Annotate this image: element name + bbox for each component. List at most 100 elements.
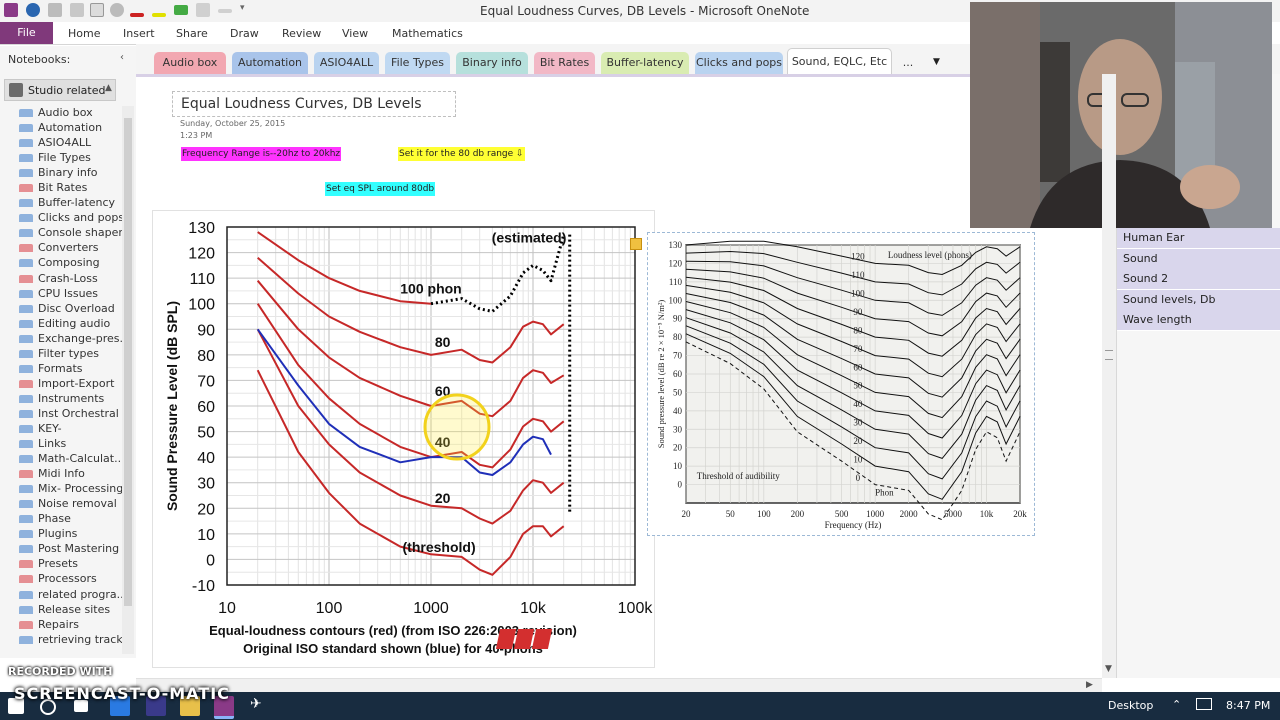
page-horizontal-scrollbar[interactable]: ▶ bbox=[136, 678, 1102, 693]
section-item[interactable]: Exchange-pres... bbox=[0, 331, 130, 346]
section-tab[interactable]: Binary info bbox=[456, 52, 528, 74]
start-icon[interactable] bbox=[8, 698, 24, 714]
tab-draw[interactable]: Draw bbox=[230, 27, 259, 40]
fletcher-munson-chart[interactable]: 130 120 110 100 90 80 70 60 50 40 30 20 10 0 20 50 100 20… bbox=[647, 232, 1035, 536]
section-item[interactable]: Repairs bbox=[0, 617, 122, 632]
section-item[interactable]: Post Mastering bbox=[0, 541, 122, 556]
chevron-up-icon[interactable]: ⌃ bbox=[1172, 698, 1182, 711]
section-item[interactable]: Presets bbox=[0, 556, 122, 571]
section-item[interactable]: Clicks and pops bbox=[0, 210, 124, 225]
section-item[interactable]: Crash-Loss bbox=[0, 271, 122, 286]
task-view-icon[interactable] bbox=[74, 700, 88, 712]
section-item[interactable]: Plugins bbox=[0, 526, 122, 541]
onenote-taskbar-icon[interactable] bbox=[214, 696, 234, 719]
section-item[interactable]: Composing bbox=[0, 255, 122, 270]
page-list-item[interactable]: Wave length bbox=[1117, 310, 1280, 332]
tab-insert[interactable]: Insert bbox=[123, 27, 155, 40]
section-item[interactable]: Audio box bbox=[0, 105, 122, 120]
section-item[interactable]: Automation bbox=[0, 120, 122, 135]
section-item[interactable]: Noise removal bbox=[0, 496, 122, 511]
section-tab[interactable]: Buffer-latency bbox=[601, 52, 689, 74]
section-tab[interactable]: Bit Rates bbox=[534, 52, 595, 74]
section-item[interactable]: File Types bbox=[0, 150, 122, 165]
section-item[interactable]: Midi Info bbox=[0, 466, 122, 481]
section-item[interactable]: Disc Overload bbox=[0, 301, 122, 316]
redo-icon[interactable] bbox=[110, 3, 124, 17]
section-item[interactable]: Editing audio bbox=[0, 316, 122, 331]
section-item[interactable]: KEY- bbox=[0, 421, 122, 436]
section-item[interactable]: Math-Calculat... bbox=[0, 451, 125, 466]
pin-icon[interactable]: ✈ bbox=[250, 696, 262, 712]
notification-icon[interactable] bbox=[1196, 698, 1212, 710]
section-item[interactable]: Inst Orchestral bbox=[0, 406, 122, 421]
back-icon[interactable] bbox=[26, 3, 40, 17]
notebook-selector[interactable]: Studio related ▲ bbox=[4, 79, 116, 101]
section-item[interactable]: Buffer-latency bbox=[0, 195, 122, 210]
note-frequency-range[interactable]: Frequency Range is--20hz to 20khz bbox=[181, 147, 342, 161]
page-list-item[interactable]: Sound 2 bbox=[1117, 269, 1280, 291]
note-80db-range[interactable]: Set it for the 80 db range ⇩ bbox=[398, 147, 525, 161]
file-explorer-icon[interactable] bbox=[180, 696, 200, 716]
scrollbar-grip-icon[interactable] bbox=[1105, 350, 1113, 360]
section-item[interactable]: Filter types bbox=[0, 346, 122, 361]
section-tab[interactable]: Clicks and pops bbox=[695, 52, 783, 74]
collapse-pane-icon[interactable]: ‹ bbox=[120, 52, 124, 63]
desktop-toolbar-label[interactable]: Desktop bbox=[1108, 699, 1154, 712]
scroll-right-icon[interactable]: ▶ bbox=[1086, 680, 1093, 690]
section-tab[interactable]: ASIO4ALL bbox=[314, 52, 379, 74]
tab-review[interactable]: Review bbox=[282, 27, 322, 40]
section-item[interactable]: Links bbox=[0, 436, 122, 451]
tab-view[interactable]: View bbox=[342, 27, 369, 40]
clock[interactable]: 8:47 PM bbox=[1226, 699, 1271, 712]
section-item[interactable]: CPU Issues bbox=[0, 286, 122, 301]
section-tab[interactable]: ... bbox=[896, 52, 920, 74]
tab-mathematics[interactable]: Mathematics bbox=[392, 27, 463, 40]
section-tab[interactable]: File Types bbox=[385, 52, 450, 74]
section-item[interactable]: Processors bbox=[0, 571, 122, 586]
section-tab[interactable]: Automation bbox=[232, 52, 308, 74]
section-item[interactable]: related progra... bbox=[0, 587, 127, 602]
tab-file[interactable]: File bbox=[0, 22, 53, 44]
page-icon[interactable] bbox=[90, 3, 104, 17]
print-icon[interactable] bbox=[196, 3, 210, 17]
section-item[interactable]: Release sites bbox=[0, 602, 122, 617]
section-item[interactable]: retrieving tracks bbox=[0, 632, 128, 647]
customize-icon[interactable]: ▾ bbox=[240, 3, 245, 13]
section-item[interactable]: Instruments bbox=[0, 391, 122, 406]
tab-share[interactable]: Share bbox=[176, 27, 208, 40]
pen-red-icon[interactable] bbox=[130, 13, 144, 17]
chevron-up-icon[interactable]: ▲ bbox=[105, 83, 112, 93]
page-vertical-scrollbar[interactable]: ▼ bbox=[1102, 74, 1116, 678]
note-eq-spl[interactable]: Set eq SPL around 80db bbox=[325, 182, 436, 196]
scrollbar-thumb[interactable] bbox=[124, 118, 132, 606]
dock-icon[interactable] bbox=[70, 3, 84, 17]
undo-icon[interactable] bbox=[48, 3, 62, 17]
section-item[interactable]: Mix- Processing bbox=[0, 481, 123, 496]
page-list-item[interactable]: Sound levels, Db bbox=[1117, 289, 1280, 311]
resize-handle-icon[interactable] bbox=[630, 238, 642, 250]
notebook-scrollbar[interactable] bbox=[122, 106, 134, 654]
page-list-item[interactable]: Sound bbox=[1117, 248, 1280, 270]
edge-icon[interactable] bbox=[110, 696, 130, 716]
equal-loudness-chart[interactable]: 130 120 110 100 90 80 70 60 50 40 30 20 10 0 -10 10 100 1… bbox=[152, 210, 655, 668]
section-item[interactable]: Import-Export bbox=[0, 376, 122, 391]
app-icon[interactable] bbox=[146, 696, 166, 716]
tab-dropdown-icon[interactable]: ▼ bbox=[933, 57, 940, 67]
draw-icon[interactable] bbox=[174, 5, 188, 15]
section-item[interactable]: Console shaper bbox=[0, 225, 123, 240]
minus-icon[interactable] bbox=[218, 9, 232, 13]
scroll-down-icon[interactable]: ▼ bbox=[1105, 664, 1112, 674]
section-item[interactable]: Bit Rates bbox=[0, 180, 122, 195]
page-title[interactable]: Equal Loudness Curves, DB Levels bbox=[181, 96, 422, 112]
search-icon[interactable] bbox=[40, 699, 56, 715]
section-item[interactable]: Phase bbox=[0, 511, 122, 526]
section-item[interactable]: ASIO4ALL bbox=[0, 135, 122, 150]
section-item[interactable]: Formats bbox=[0, 361, 122, 376]
section-item[interactable]: Converters bbox=[0, 240, 122, 255]
section-tab[interactable]: Sound, EQLC, Etc bbox=[787, 48, 892, 75]
section-item[interactable]: Binary info bbox=[0, 165, 122, 180]
tab-home[interactable]: Home bbox=[68, 27, 101, 40]
section-tab[interactable]: Audio box bbox=[154, 52, 226, 74]
page-list-item[interactable]: Human Ear bbox=[1117, 228, 1280, 249]
page-title-box[interactable]: Equal Loudness Curves, DB Levels bbox=[172, 91, 456, 117]
